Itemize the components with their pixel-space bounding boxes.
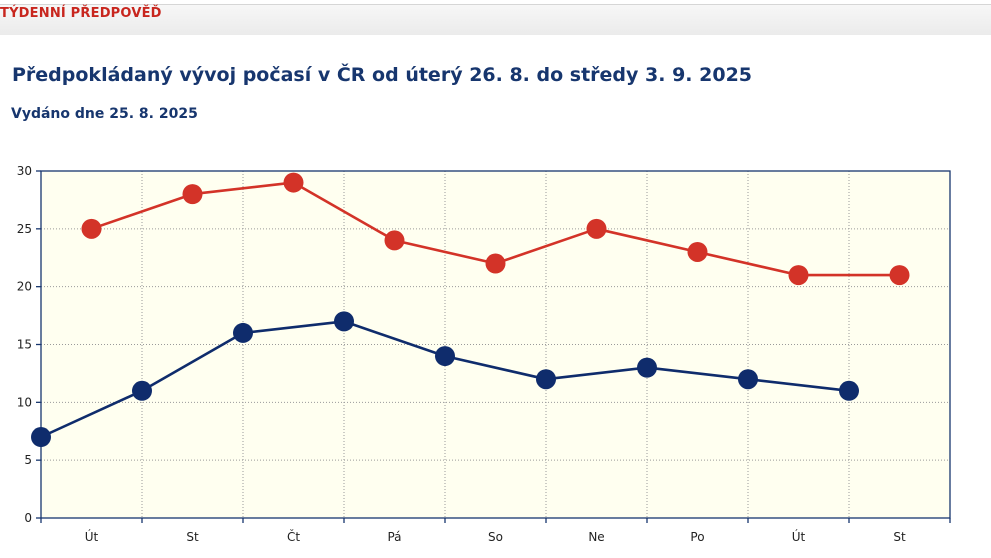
y-tick-label: 15 (17, 338, 32, 352)
max-temperature-point (687, 241, 708, 262)
max-temperature-point (586, 218, 607, 239)
y-tick-label: 0 (24, 511, 32, 525)
x-tick-label: Pá (387, 530, 401, 544)
max-temperature-point (889, 265, 910, 286)
x-tick-label: Po (690, 530, 704, 544)
max-temperature-point (485, 253, 506, 274)
x-tick-label: Út (85, 529, 99, 544)
grid-lines (41, 170, 950, 518)
min-temperature-point (536, 369, 556, 390)
y-tick-label: 30 (17, 164, 32, 178)
y-tick-label: 25 (17, 222, 32, 236)
min-temperature-point (435, 346, 455, 367)
min-temperature-point (334, 311, 354, 332)
max-temperature-point (283, 172, 304, 193)
series-group (31, 172, 910, 448)
forecast-issued-date: Vydáno dne 25. 8. 2025 (11, 106, 198, 122)
y-tick-label: 10 (17, 395, 32, 409)
min-temperature-point (637, 357, 657, 378)
min-temperature-point (31, 427, 51, 448)
max-temperature-point (81, 218, 102, 239)
min-temperature-point (233, 322, 253, 343)
section-header-bar (0, 4, 991, 35)
min-temperature-point (839, 380, 859, 401)
max-temperature-point (182, 184, 203, 205)
y-axis-ticks: 0 5 10 15 20 25 30 (17, 164, 41, 525)
section-title: TÝDENNÍ PŘEDPOVĚĎ (0, 6, 162, 21)
min-temperature-point (738, 369, 758, 390)
y-tick-label: 20 (17, 280, 32, 294)
x-tick-label: Čt (287, 529, 300, 544)
forecast-title: Předpokládaný vývoj počasí v ČR od úterý… (12, 64, 753, 86)
max-temperature-point (384, 230, 405, 251)
x-tick-label: Ne (588, 530, 604, 544)
plot-area (41, 171, 950, 518)
x-tick-label: St (893, 530, 906, 544)
x-axis-ticks: Út St Čt Pá So Ne Po Út St (40, 518, 951, 544)
y-tick-label: 5 (24, 453, 32, 467)
x-tick-label: St (186, 530, 199, 544)
max-temperature-point (788, 265, 809, 286)
min-temperature-point (132, 380, 152, 401)
x-tick-label: So (488, 530, 503, 544)
x-tick-label: Út (792, 529, 806, 544)
